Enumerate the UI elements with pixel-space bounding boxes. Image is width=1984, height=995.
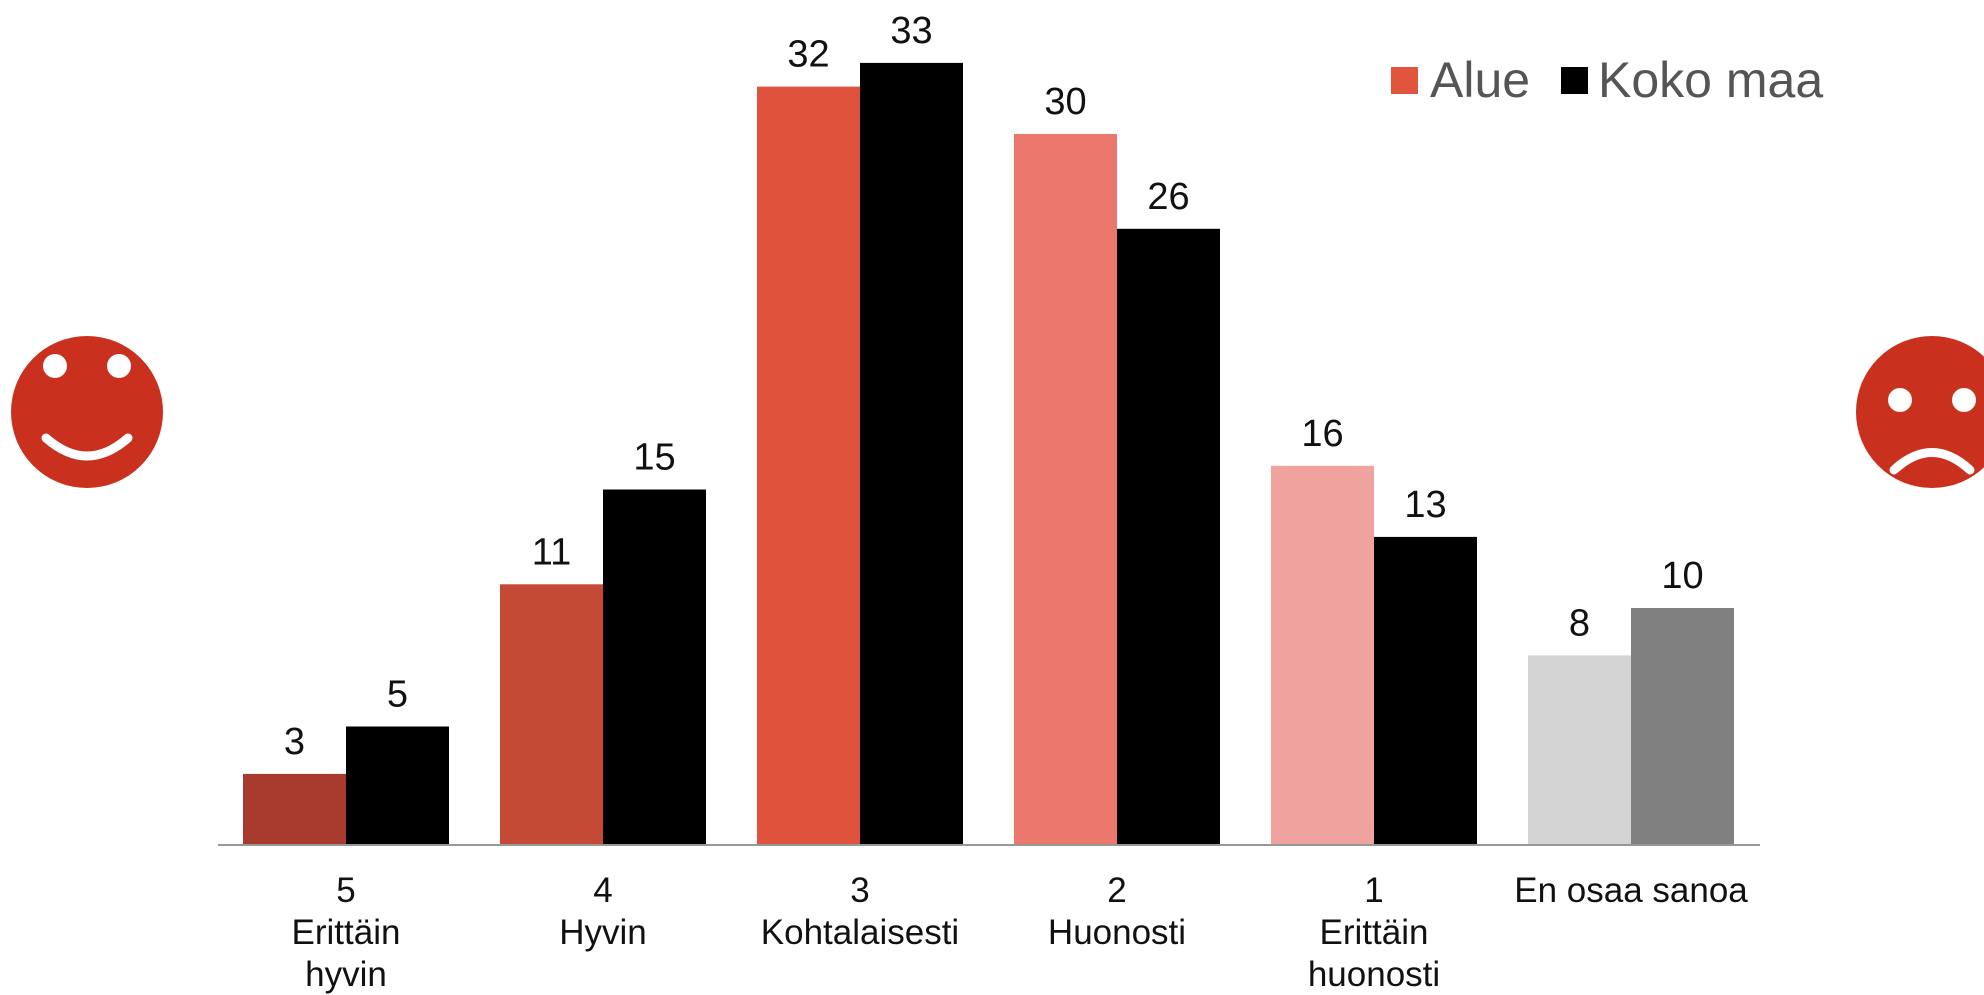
category-label-2-line-1: Kohtalaisesti <box>761 913 959 952</box>
bar-koko-maa-0 <box>346 726 449 845</box>
category-label-2-line-0: 3 <box>850 871 869 910</box>
legend: Alue Koko maa <box>1391 52 1823 108</box>
legend-swatch-koko-maa <box>1561 67 1588 94</box>
value-label-alue-1: 11 <box>532 531 571 573</box>
category-labels-group: 5Erittäinhyvin4Hyvin3Kohtalaisesti2Huono… <box>292 871 1749 994</box>
legend-swatch-alue <box>1391 67 1418 94</box>
bar-alue-4 <box>1271 465 1374 845</box>
legend-label-alue: Alue <box>1430 52 1530 108</box>
smiley-left-eye <box>43 354 67 378</box>
sad-face-circle <box>1856 336 1984 488</box>
category-label-4-line-0: 1 <box>1364 871 1383 910</box>
sad-left-eye <box>1888 388 1912 412</box>
smiley-mouth <box>41 433 133 461</box>
category-label-0-line-0: 5 <box>336 871 355 910</box>
value-label-alue-2: 32 <box>787 34 829 76</box>
category-label-3-line-0: 2 <box>1107 871 1126 910</box>
value-label-alue-4: 16 <box>1301 413 1343 455</box>
category-label-4-line-1: Erittäin <box>1320 913 1429 952</box>
category-label-1-line-1: Hyvin <box>559 913 647 952</box>
legend-label-koko-maa: Koko maa <box>1598 52 1823 108</box>
bar-alue-2 <box>757 86 860 846</box>
bar-alue-1 <box>500 584 603 845</box>
bar-koko-maa-3 <box>1117 228 1220 846</box>
value-label-alue-5: 8 <box>1569 602 1590 644</box>
bar-koko-maa-1 <box>603 489 706 845</box>
bar-koko-maa-2 <box>860 62 963 845</box>
smiley-right-eye <box>107 354 131 378</box>
bar-koko-maa-4 <box>1374 536 1477 845</box>
value-label-koko-maa-5: 10 <box>1661 555 1703 597</box>
value-label-koko-maa-1: 15 <box>633 437 675 479</box>
value-label-koko-maa-0: 5 <box>387 674 408 716</box>
bars-group <box>243 62 1734 846</box>
category-label-3-line-1: Huonosti <box>1048 913 1186 952</box>
smiley-face-circle <box>11 336 163 488</box>
category-label-4-line-2: huonosti <box>1308 955 1440 994</box>
category-label-0-line-1: Erittäin <box>292 913 401 952</box>
value-label-alue-0: 3 <box>284 721 305 763</box>
sad-face-icon <box>1856 336 1984 488</box>
bar-alue-5 <box>1528 655 1631 845</box>
bar-alue-3 <box>1014 134 1117 845</box>
sad-right-eye <box>1952 388 1976 412</box>
sad-mouth <box>1889 448 1975 475</box>
value-label-alue-3: 30 <box>1044 81 1086 123</box>
category-label-1-line-0: 4 <box>593 871 612 910</box>
value-labels-group: 3 5 11 15 32 33 30 26 16 13 8 10 <box>284 10 1704 763</box>
value-label-koko-maa-3: 26 <box>1147 176 1189 218</box>
bar-alue-0 <box>243 773 346 845</box>
value-label-koko-maa-4: 13 <box>1404 484 1446 526</box>
category-label-5-line-0: En osaa sanoa <box>1514 871 1748 910</box>
smiley-face-icon <box>11 336 163 488</box>
bar-koko-maa-5 <box>1631 608 1734 845</box>
category-label-0-line-2: hyvin <box>305 955 387 994</box>
value-label-koko-maa-2: 33 <box>890 10 932 52</box>
